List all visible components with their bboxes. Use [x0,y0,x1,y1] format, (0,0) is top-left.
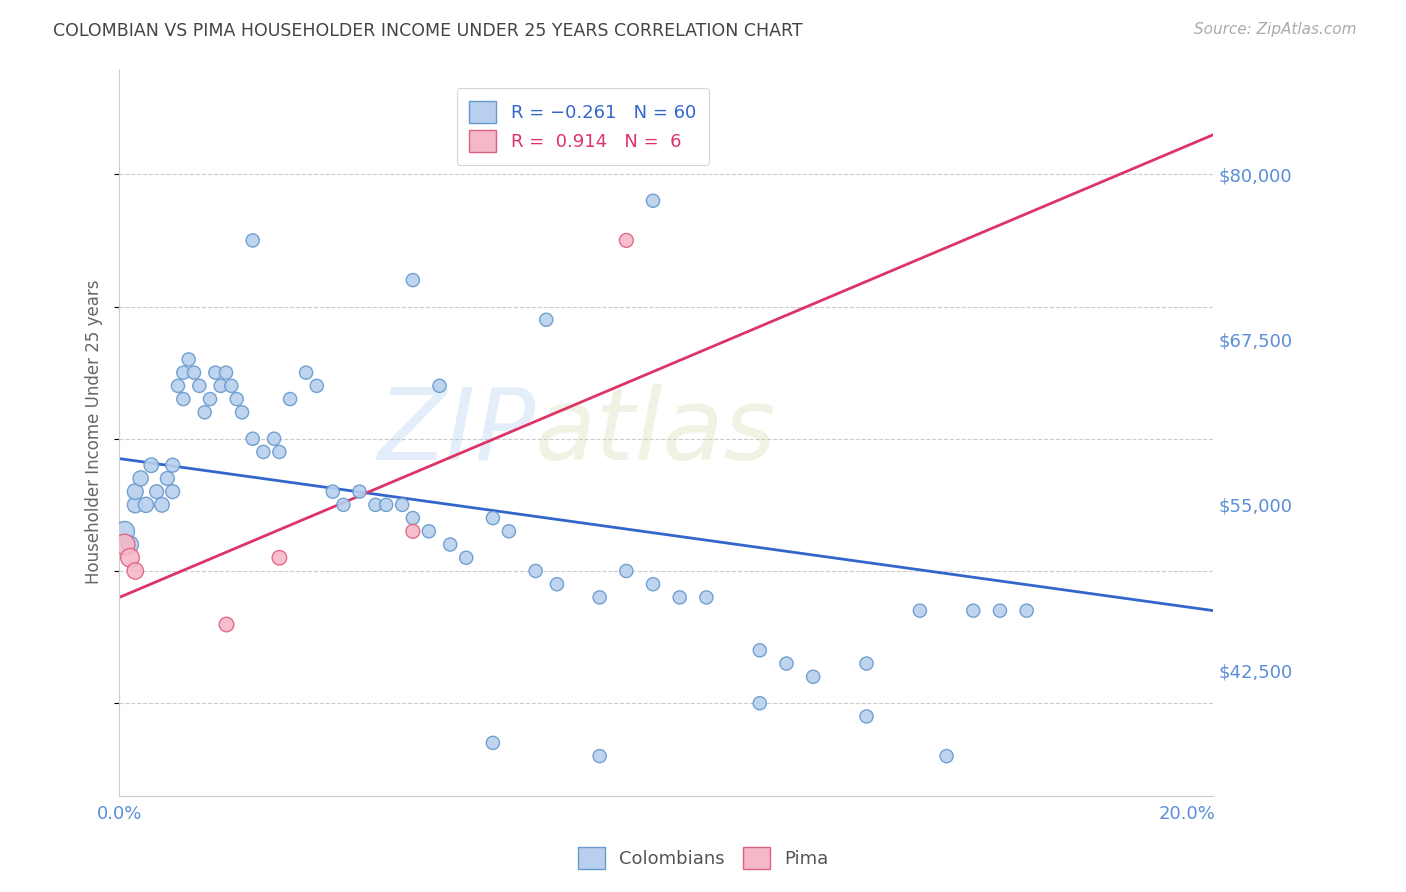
Point [988,604,1011,618]
Point [588,591,610,605]
Point [194,405,217,419]
Point [418,524,440,539]
Point [1015,604,1038,618]
Point [242,234,264,248]
Point [124,564,146,578]
Point [962,604,984,618]
Point [162,484,184,499]
Text: atlas: atlas [536,384,776,481]
Point [402,273,425,287]
Point [498,524,520,539]
Point [221,379,243,393]
Point [118,537,141,551]
Point [641,577,664,591]
Point [231,405,253,419]
Point [375,498,398,512]
Point [456,550,478,565]
Point [263,432,285,446]
Point [855,709,877,723]
Point [167,379,190,393]
Point [402,511,425,525]
Point [332,498,354,512]
Point [935,749,957,764]
Point [402,524,425,539]
Point [614,234,637,248]
Point [156,471,179,485]
Point [252,445,274,459]
Point [482,511,505,525]
Point [908,604,931,618]
Point [150,498,173,512]
Point [364,498,387,512]
Text: ZIP: ZIP [377,384,536,481]
Point [209,379,232,393]
Point [278,392,301,406]
Text: Source: ZipAtlas.com: Source: ZipAtlas.com [1194,22,1357,37]
Point [215,366,238,380]
Point [269,445,291,459]
Point [129,471,152,485]
Point [801,670,824,684]
Point [668,591,690,605]
Point [439,537,461,551]
Point [536,312,558,326]
Point [391,498,413,512]
Point [775,657,797,671]
Point [135,498,157,512]
Legend: Colombians, Pima: Colombians, Pima [571,839,835,876]
Point [188,379,211,393]
Point [177,352,200,367]
Point [114,524,136,539]
Point [124,484,146,499]
Legend: R = −0.261   N = 60, R =  0.914   N =  6: R = −0.261 N = 60, R = 0.914 N = 6 [457,88,709,165]
Point [641,194,664,208]
Text: COLOMBIAN VS PIMA HOUSEHOLDER INCOME UNDER 25 YEARS CORRELATION CHART: COLOMBIAN VS PIMA HOUSEHOLDER INCOME UND… [53,22,803,40]
Point [141,458,163,473]
Point [242,432,264,446]
Point [546,577,568,591]
Point [429,379,451,393]
Point [695,591,717,605]
Point [183,366,205,380]
Point [349,484,371,499]
Point [748,643,770,657]
Point [524,564,547,578]
Point [145,484,167,499]
Point [124,498,146,512]
Point [225,392,247,406]
Point [305,379,328,393]
Point [118,550,141,565]
Point [215,616,238,631]
Point [162,458,184,473]
Point [588,749,610,764]
Point [198,392,221,406]
Point [322,484,344,499]
Point [204,366,226,380]
Point [269,550,291,565]
Y-axis label: Householder Income Under 25 years: Householder Income Under 25 years [86,280,103,584]
Point [855,657,877,671]
Point [172,392,194,406]
Point [482,736,505,750]
Point [748,696,770,710]
Point [172,366,194,380]
Point [295,366,318,380]
Point [614,564,637,578]
Point [114,537,136,551]
